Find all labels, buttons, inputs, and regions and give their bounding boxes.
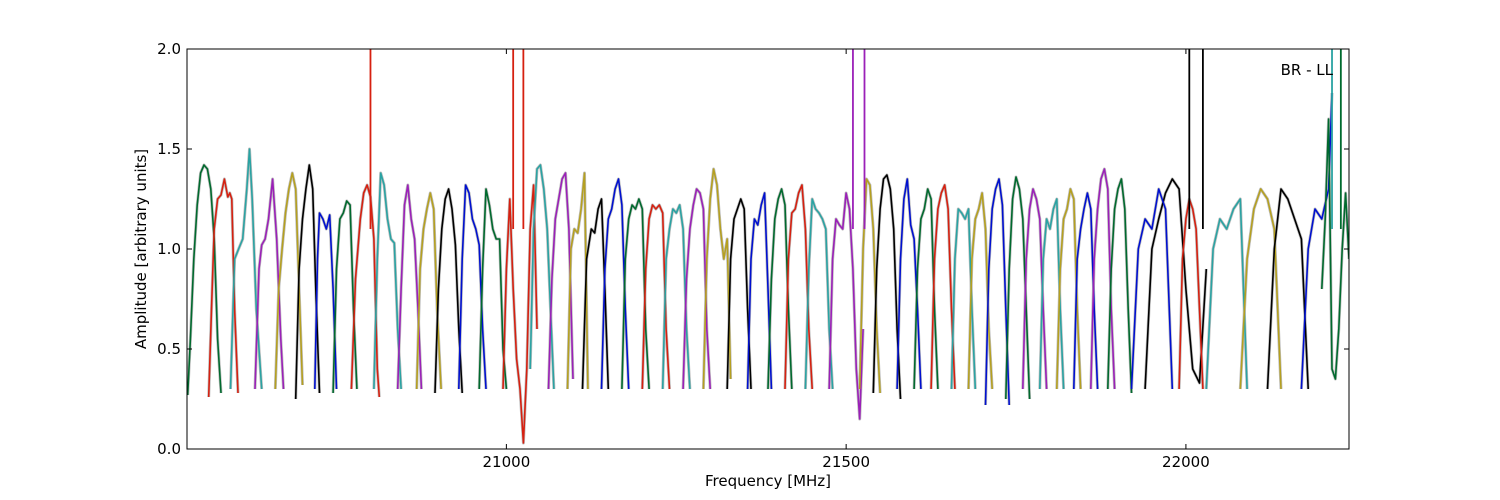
series-line <box>1107 178 1133 394</box>
series-line <box>187 164 222 396</box>
series-line <box>274 172 304 390</box>
y-tick-label: 1.5 <box>157 140 181 158</box>
y-tick-label: 1.0 <box>157 240 181 258</box>
series-line <box>828 192 864 420</box>
plot-area <box>187 49 1349 445</box>
annotation-label: BR - LL <box>1281 61 1334 79</box>
x-tick-label: 21500 <box>822 453 870 471</box>
series-line <box>415 192 442 390</box>
y-tick-label: 0.5 <box>157 340 181 358</box>
series-line <box>1205 198 1248 390</box>
x-tick-label: 21000 <box>483 453 531 471</box>
series-line <box>1266 188 1309 390</box>
series-line <box>858 178 881 394</box>
series-line <box>702 168 732 390</box>
series-line <box>1239 188 1282 390</box>
series-line <box>502 184 538 444</box>
series-line <box>984 178 1010 406</box>
series-line <box>314 212 338 390</box>
series-line <box>332 200 358 394</box>
series-line <box>478 188 508 390</box>
series-line <box>1144 178 1208 390</box>
series-line <box>930 184 956 390</box>
series-line <box>566 172 589 390</box>
series-line <box>547 172 574 390</box>
y-axis-label: Amplitude [arbitrary units] <box>132 149 150 349</box>
x-tick-label: 22000 <box>1162 453 1210 471</box>
series-line <box>804 198 834 390</box>
series-line <box>373 172 402 390</box>
series-line <box>1321 118 1349 380</box>
x-axis: 21000 21500 22000 <box>483 49 1210 471</box>
y-axis: 0.0 0.5 1.0 1.5 2.0 <box>157 40 1349 458</box>
series-line <box>529 164 555 390</box>
series-line <box>872 174 902 400</box>
series-line <box>1178 198 1204 390</box>
series-line <box>396 184 423 390</box>
series-line <box>294 164 321 400</box>
series-line <box>207 178 239 398</box>
series-line <box>254 178 285 390</box>
y-tick-label: 0.0 <box>157 440 181 458</box>
x-axis-label: Frequency [MHz] <box>705 472 831 490</box>
series-line <box>726 198 752 390</box>
series-line <box>434 188 463 394</box>
series-line <box>746 192 773 390</box>
y-tick-label: 2.0 <box>157 40 181 58</box>
series-line <box>229 148 263 390</box>
series-line <box>1130 188 1174 390</box>
